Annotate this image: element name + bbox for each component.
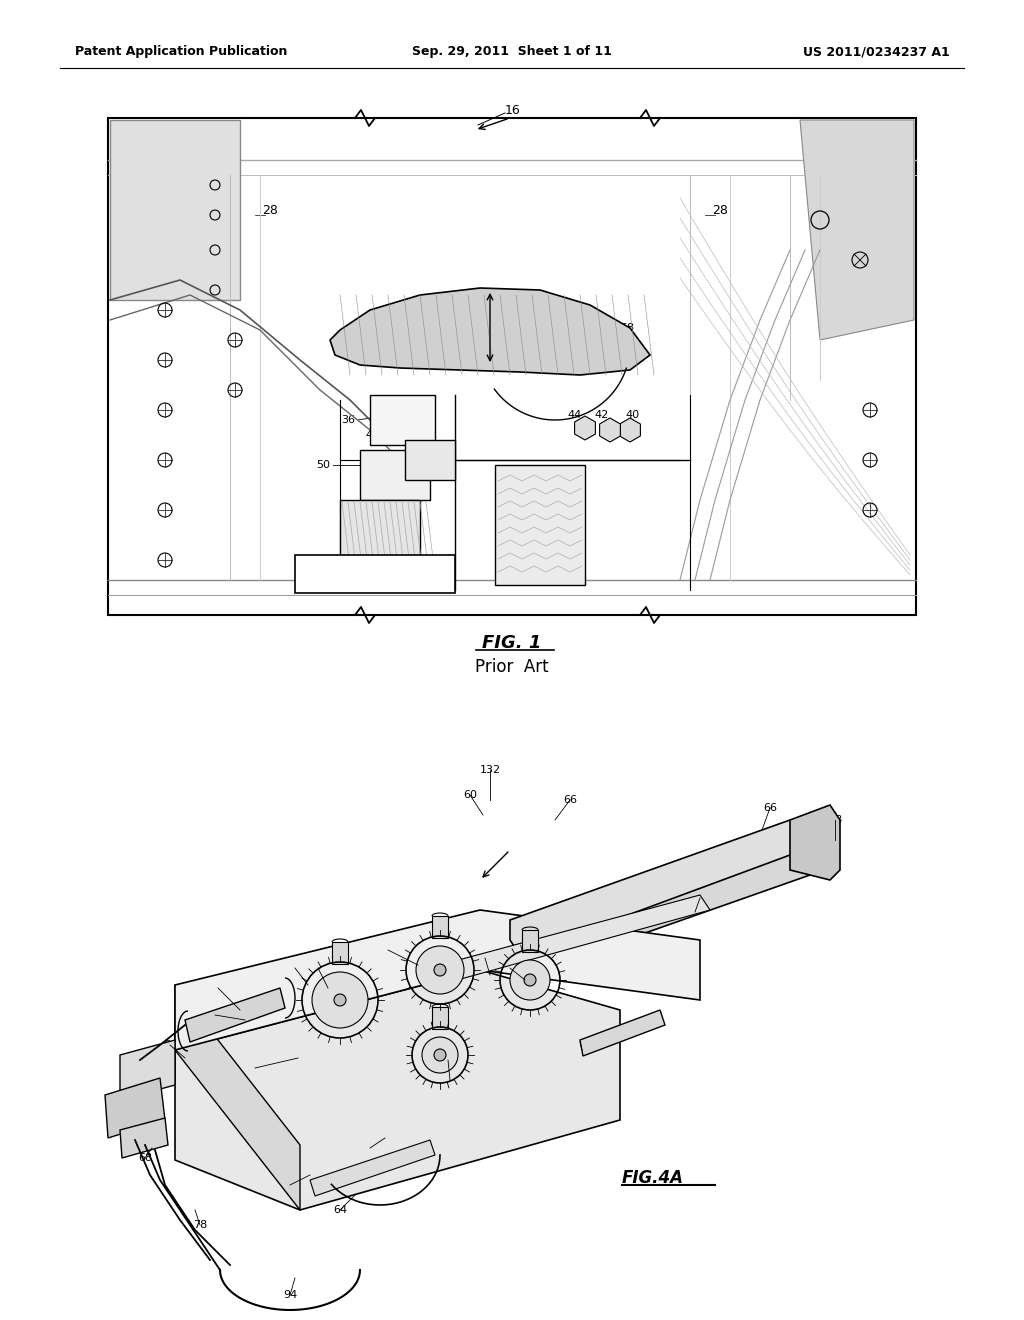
Bar [406,440,455,480]
Polygon shape [440,895,710,982]
Text: US 2011/0234237 A1: US 2011/0234237 A1 [803,45,950,58]
Bar [108,117,916,615]
Text: 16: 16 [505,103,521,116]
Text: 56: 56 [531,506,545,515]
Bar [522,931,538,952]
Bar [295,554,455,593]
Text: Sep. 29, 2011  Sheet 1 of 11: Sep. 29, 2011 Sheet 1 of 11 [412,45,612,58]
Polygon shape [120,1040,175,1100]
Text: 106: 106 [474,953,496,964]
Text: 72: 72 [208,1010,222,1020]
Polygon shape [175,970,620,1210]
Bar [340,500,420,585]
Text: 38: 38 [378,531,392,540]
Text: FIG. 1: FIG. 1 [482,634,542,652]
Polygon shape [790,805,840,880]
Bar [360,450,430,500]
Text: 48: 48 [415,447,429,457]
Text: 64: 64 [333,1205,347,1214]
Polygon shape [120,1118,168,1158]
Text: 50: 50 [316,459,330,470]
Polygon shape [580,1010,665,1056]
Circle shape [510,960,550,1001]
Text: 52: 52 [341,568,355,577]
Text: 74: 74 [362,1143,377,1152]
Text: Patent Application Publication: Patent Application Publication [75,45,288,58]
Polygon shape [620,418,640,442]
Polygon shape [175,985,300,1210]
Text: 30: 30 [505,323,519,333]
Text: 82: 82 [503,964,517,973]
Polygon shape [310,1140,435,1196]
Bar [332,942,348,964]
Text: 76: 76 [311,964,325,973]
Polygon shape [535,845,820,970]
Circle shape [312,972,368,1028]
Text: 132: 132 [479,766,501,775]
Text: 104: 104 [571,1045,593,1055]
Text: 102: 102 [378,945,398,954]
Text: 34: 34 [371,463,385,473]
Text: 54: 54 [400,568,414,577]
Text: 78: 78 [211,983,225,993]
Text: 68: 68 [138,1152,152,1163]
Polygon shape [175,909,700,1049]
Text: Prior  Art: Prior Art [475,657,549,676]
Text: 42: 42 [595,411,609,420]
Text: 32: 32 [381,403,395,413]
Text: 100: 100 [439,1074,461,1085]
Bar [432,916,449,939]
Bar [495,465,585,585]
Bar [110,120,240,300]
Text: 78: 78 [283,1180,297,1191]
Bar [110,120,914,612]
Polygon shape [105,1078,165,1138]
Polygon shape [574,416,595,440]
Text: 70: 70 [248,1063,262,1073]
Polygon shape [185,987,285,1041]
Text: 36: 36 [341,414,355,425]
Text: 58: 58 [620,323,634,333]
Circle shape [416,946,464,994]
Bar [432,1007,449,1030]
Polygon shape [330,288,650,375]
Text: 80: 80 [288,964,302,973]
Text: FIG.4A: FIG.4A [622,1170,684,1187]
Polygon shape [510,820,800,954]
Circle shape [334,994,346,1006]
Circle shape [422,1038,458,1073]
Text: 28: 28 [712,203,728,216]
Text: 60: 60 [463,789,477,800]
Polygon shape [600,418,621,442]
Polygon shape [800,120,914,341]
Text: 98: 98 [827,814,842,825]
Circle shape [434,964,446,975]
Text: 94: 94 [283,1290,297,1300]
Text: 66: 66 [763,803,777,813]
Text: 78: 78 [193,1220,207,1230]
Text: 28: 28 [262,203,278,216]
Circle shape [524,974,536,986]
Text: 62: 62 [693,894,707,903]
Text: 46: 46 [366,430,380,440]
Circle shape [434,1049,446,1061]
Text: 44: 44 [568,411,582,420]
Bar [370,395,435,445]
Text: 64: 64 [163,1040,177,1049]
Text: 66: 66 [563,795,577,805]
Text: 40: 40 [625,411,639,420]
